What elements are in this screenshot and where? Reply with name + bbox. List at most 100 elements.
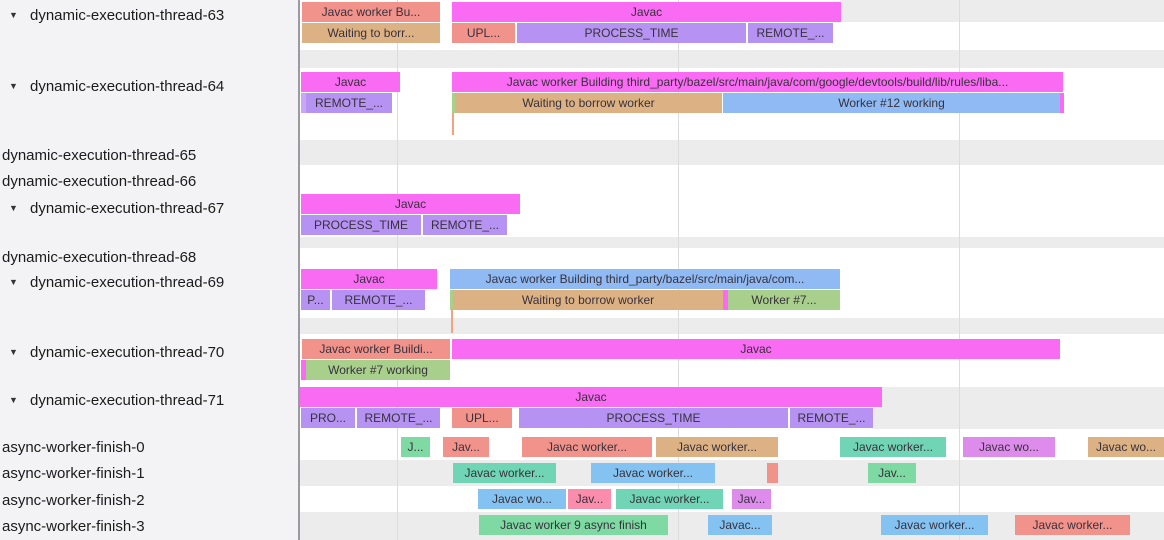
flow-event-tick (451, 310, 453, 333)
trace-slice[interactable]: Jav... (868, 463, 916, 483)
trace-slice[interactable]: Javac (452, 339, 1060, 359)
thread-label: dynamic-execution-thread-68 (2, 248, 197, 266)
trace-slice[interactable] (450, 290, 454, 310)
trace-slice[interactable]: Waiting to borr... (302, 23, 440, 43)
track-band (300, 50, 1164, 68)
thread-label: dynamic-execution-thread-63 (30, 6, 225, 24)
trace-slice[interactable]: Javac wo... (963, 437, 1055, 457)
thread-label: dynamic-execution-thread-67 (30, 199, 225, 217)
trace-slice[interactable]: Jav... (732, 489, 771, 509)
trace-slice[interactable]: Javac worker... (453, 463, 556, 483)
trace-slice[interactable]: Javac worker... (840, 437, 946, 457)
trace-slice[interactable]: UPL... (452, 408, 512, 428)
trace-slice[interactable]: Javac worker Buildi... (302, 339, 450, 359)
track-band (300, 318, 1164, 334)
trace-slice[interactable]: Javac worker... (616, 489, 723, 509)
trace-slice[interactable]: Jav... (568, 489, 611, 509)
thread-row-dynamic-execution-thread-63[interactable]: ▼ dynamic-execution-thread-63 (0, 5, 298, 25)
time-gridline (959, 0, 960, 540)
thread-row-async-worker-finish-2[interactable]: async-worker-finish-2 (0, 490, 300, 510)
trace-slice[interactable]: Javac worker... (656, 437, 778, 457)
thread-label: dynamic-execution-thread-69 (30, 273, 225, 291)
collapse-triangle-icon[interactable]: ▼ (9, 347, 18, 357)
thread-label: async-worker-finish-1 (2, 464, 145, 482)
track-band (300, 460, 1164, 486)
thread-row-async-worker-finish-3[interactable]: async-worker-finish-3 (0, 516, 300, 536)
trace-slice[interactable]: Waiting to borrow worker (453, 290, 723, 310)
thread-row-dynamic-execution-thread-66[interactable]: dynamic-execution-thread-66 (0, 171, 300, 191)
trace-slice[interactable] (723, 290, 728, 310)
thread-label: dynamic-execution-thread-66 (2, 172, 197, 190)
trace-slice[interactable]: Jav... (443, 437, 489, 457)
trace-slice[interactable]: PROCESS_TIME (519, 408, 788, 428)
trace-slice[interactable]: Javac worker Building third_party/bazel/… (450, 269, 840, 289)
flow-event-tick (452, 113, 454, 135)
thread-row-dynamic-execution-thread-67[interactable]: ▼ dynamic-execution-thread-67 (0, 198, 298, 218)
thread-label: dynamic-execution-thread-64 (30, 77, 225, 95)
trace-slice[interactable]: Javac (300, 387, 882, 407)
track-band (873, 408, 1164, 429)
thread-label: dynamic-execution-thread-65 (2, 146, 197, 164)
trace-slice[interactable]: REMOTE_... (748, 23, 833, 43)
trace-slice[interactable]: REMOTE_... (357, 408, 440, 428)
sidebar: ▼ dynamic-execution-thread-63 ▼ dynamic-exe… (0, 0, 300, 540)
thread-row-async-worker-finish-0[interactable]: async-worker-finish-0 (0, 437, 300, 457)
trace-slice[interactable]: Worker #12 working (723, 93, 1060, 113)
trace-slice[interactable] (301, 93, 306, 113)
track-band (840, 0, 1164, 22)
collapse-triangle-icon[interactable]: ▼ (9, 395, 18, 405)
trace-slice[interactable]: Javac worker... (1015, 515, 1130, 535)
trace-slice[interactable]: Javac wo... (478, 489, 566, 509)
thread-label: async-worker-finish-3 (2, 517, 145, 535)
trace-slice[interactable]: Javac worker 9 async finish (479, 515, 668, 535)
thread-row-async-worker-finish-1[interactable]: async-worker-finish-1 (0, 463, 300, 483)
trace-slice[interactable]: UPL... (452, 23, 515, 43)
trace-slice[interactable] (301, 360, 306, 380)
thread-row-dynamic-execution-thread-68[interactable]: dynamic-execution-thread-68 (0, 247, 300, 267)
trace-slice[interactable]: P... (301, 290, 330, 310)
trace-slice[interactable]: Worker #7 working (306, 360, 450, 380)
trace-slice[interactable]: Javac worker... (881, 515, 988, 535)
trace-slice[interactable]: Javac wo... (1088, 437, 1164, 457)
trace-slice[interactable] (767, 463, 778, 483)
thread-row-dynamic-execution-thread-64[interactable]: ▼ dynamic-execution-thread-64 (0, 76, 298, 96)
trace-slice[interactable]: Javac worker Building third_party/bazel/… (452, 72, 1063, 92)
trace-slice[interactable]: PRO... (301, 408, 355, 428)
collapse-triangle-icon[interactable]: ▼ (9, 203, 18, 213)
thread-row-dynamic-execution-thread-71[interactable]: ▼ dynamic-execution-thread-71 (0, 390, 298, 410)
trace-slice[interactable]: Javac (301, 269, 437, 289)
thread-row-dynamic-execution-thread-65[interactable]: dynamic-execution-thread-65 (0, 145, 300, 165)
trace-slice[interactable]: Javac (301, 72, 400, 92)
trace-slice[interactable]: Javac... (708, 515, 772, 535)
thread-row-dynamic-execution-thread-69[interactable]: ▼ dynamic-execution-thread-69 (0, 272, 298, 292)
trace-slice[interactable]: Worker #7... (728, 290, 840, 310)
collapse-triangle-icon[interactable]: ▼ (9, 81, 18, 91)
trace-slice[interactable]: REMOTE_... (423, 215, 507, 235)
trace-slice[interactable]: REMOTE_... (332, 290, 425, 310)
trace-slice[interactable]: REMOTE_... (790, 408, 873, 428)
trace-slice[interactable]: Javac (452, 2, 841, 22)
trace-slice[interactable]: Javac worker... (591, 463, 715, 483)
track-band (300, 140, 1164, 165)
trace-slice[interactable]: J... (401, 437, 430, 457)
trace-slice[interactable]: REMOTE_... (306, 93, 392, 113)
thread-label: async-worker-finish-0 (2, 438, 145, 456)
thread-label: dynamic-execution-thread-71 (30, 391, 225, 409)
collapse-triangle-icon[interactable]: ▼ (9, 277, 18, 287)
trace-slice[interactable] (1060, 93, 1064, 113)
collapse-triangle-icon[interactable]: ▼ (9, 10, 18, 20)
trace-slice[interactable]: PROCESS_TIME (517, 23, 746, 43)
track-band (882, 387, 1164, 408)
trace-slice[interactable]: Javac worker Bu... (302, 2, 440, 22)
thread-label: dynamic-execution-thread-70 (30, 343, 225, 361)
trace-slice[interactable]: Javac worker... (522, 437, 652, 457)
thread-label: async-worker-finish-2 (2, 491, 145, 509)
thread-row-dynamic-execution-thread-70[interactable]: ▼ dynamic-execution-thread-70 (0, 342, 298, 362)
trace-slice[interactable]: PROCESS_TIME (301, 215, 421, 235)
track-band (300, 237, 1164, 248)
trace-slice[interactable]: Javac (301, 194, 520, 214)
trace-slice[interactable]: Waiting to borrow worker (455, 93, 722, 113)
trace-slice[interactable] (452, 93, 456, 113)
